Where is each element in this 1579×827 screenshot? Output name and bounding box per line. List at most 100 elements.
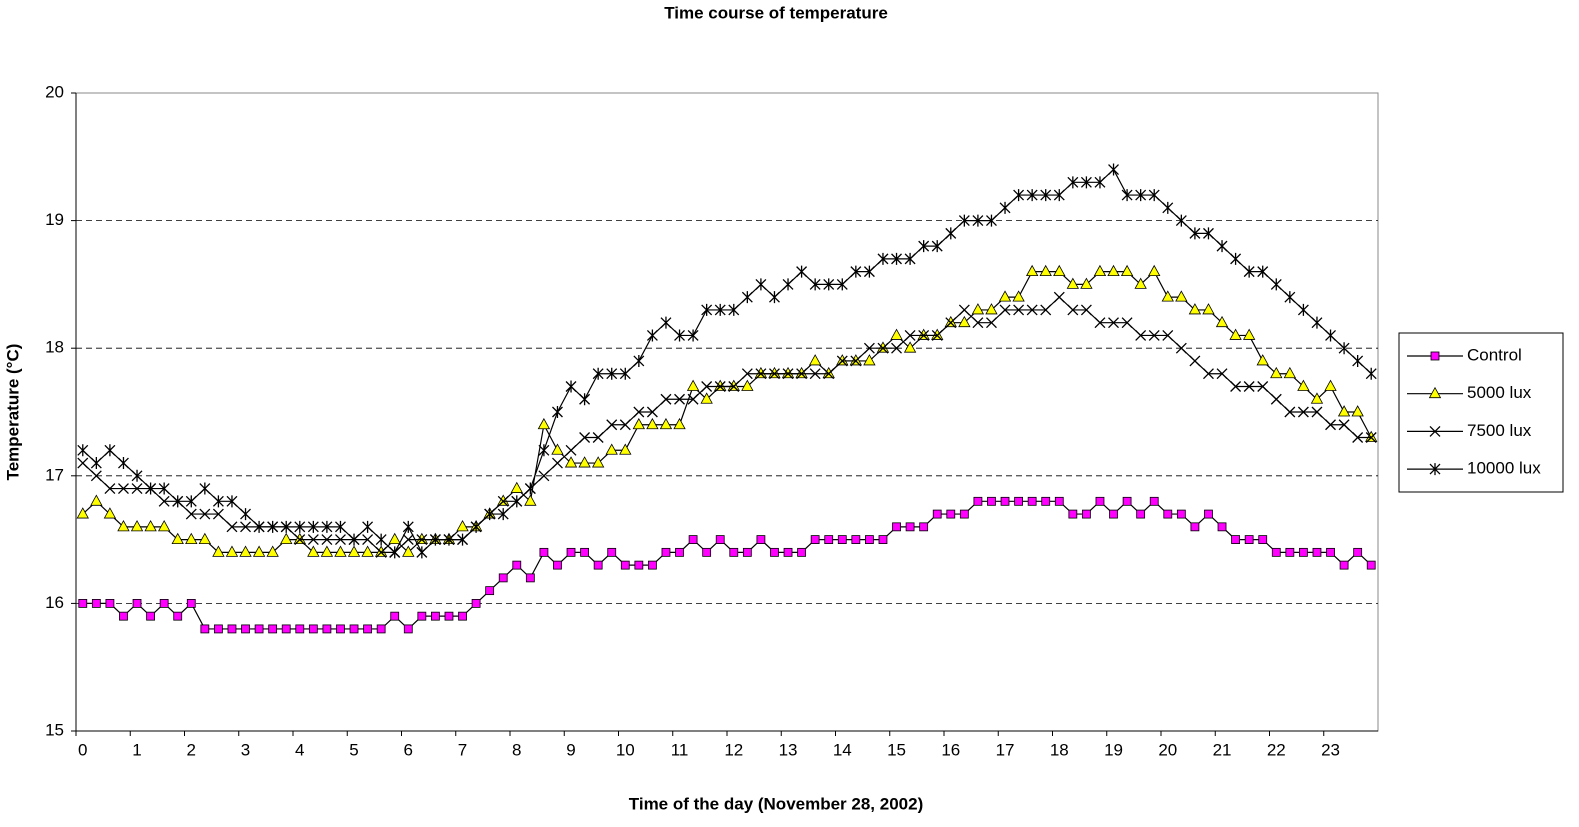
marker (307, 534, 319, 546)
marker (1067, 176, 1079, 189)
marker (553, 560, 562, 570)
marker (186, 599, 196, 608)
marker (836, 278, 848, 291)
marker (701, 303, 713, 316)
marker (687, 393, 699, 405)
marker (552, 457, 563, 469)
marker (1365, 430, 1378, 442)
marker (1068, 509, 1078, 519)
marker (1188, 303, 1202, 315)
marker (1121, 317, 1133, 329)
marker (1353, 547, 1363, 557)
marker (173, 611, 183, 621)
marker (1243, 265, 1255, 278)
marker (918, 240, 930, 253)
marker (457, 533, 468, 546)
marker (1013, 304, 1025, 316)
marker (1216, 240, 1228, 253)
marker (198, 532, 212, 544)
x-tick-label: 14 (833, 740, 852, 759)
marker (212, 545, 225, 557)
marker (972, 214, 984, 227)
marker (674, 393, 685, 405)
marker (1284, 406, 1296, 418)
marker (1325, 419, 1336, 431)
marker (905, 522, 915, 532)
marker (675, 547, 684, 557)
marker (294, 534, 306, 546)
marker (578, 456, 591, 468)
marker (592, 367, 604, 380)
marker (877, 252, 889, 265)
marker (538, 444, 550, 457)
marker (782, 278, 794, 291)
marker (212, 508, 224, 520)
marker (958, 315, 971, 328)
marker (579, 393, 591, 406)
marker (959, 509, 969, 519)
marker (295, 624, 305, 634)
marker (849, 354, 863, 366)
marker (796, 368, 808, 380)
marker (376, 624, 386, 634)
marker (714, 303, 726, 316)
marker (1121, 189, 1133, 202)
x-tick-label: 21 (1213, 740, 1232, 759)
marker (130, 520, 144, 532)
marker (986, 317, 997, 329)
marker (1230, 252, 1242, 265)
marker (1257, 265, 1269, 278)
marker (592, 432, 604, 443)
marker (769, 368, 780, 380)
marker (727, 379, 740, 391)
marker (1109, 509, 1118, 519)
marker (104, 483, 116, 495)
marker (728, 303, 740, 316)
marker (890, 328, 903, 340)
marker (741, 368, 753, 380)
marker (347, 545, 361, 557)
marker (403, 624, 413, 634)
marker (865, 535, 874, 544)
marker (619, 443, 632, 455)
x-tick-label: 17 (996, 740, 1015, 759)
marker (741, 291, 753, 304)
marker (1080, 277, 1093, 289)
marker (660, 393, 672, 405)
marker (796, 265, 808, 278)
marker (497, 508, 509, 521)
marker (293, 532, 306, 544)
marker (252, 545, 266, 557)
marker (931, 328, 944, 340)
marker (538, 470, 550, 482)
marker (362, 534, 374, 546)
marker (551, 443, 564, 455)
marker (633, 406, 645, 418)
x-tick-label: 15 (887, 740, 906, 759)
marker (200, 624, 210, 634)
marker (470, 520, 482, 533)
marker (225, 545, 239, 557)
marker (1337, 405, 1351, 417)
legend-label: 7500 lux (1467, 421, 1532, 440)
marker (674, 329, 685, 342)
marker (945, 227, 957, 240)
marker (1082, 509, 1091, 519)
y-axis-label: Temperature (°C) (3, 344, 22, 481)
marker (254, 624, 264, 634)
marker (579, 432, 591, 443)
marker (1338, 342, 1350, 355)
marker (1229, 328, 1242, 340)
marker (132, 599, 142, 608)
marker (158, 482, 170, 495)
marker (619, 367, 631, 380)
marker (810, 535, 820, 544)
marker (375, 546, 387, 558)
x-tick-label: 6 (404, 740, 413, 759)
marker (1190, 522, 1200, 532)
y-tick-label: 18 (45, 338, 64, 357)
marker (226, 495, 238, 508)
marker (795, 366, 808, 379)
x-tick-label: 3 (241, 740, 250, 759)
